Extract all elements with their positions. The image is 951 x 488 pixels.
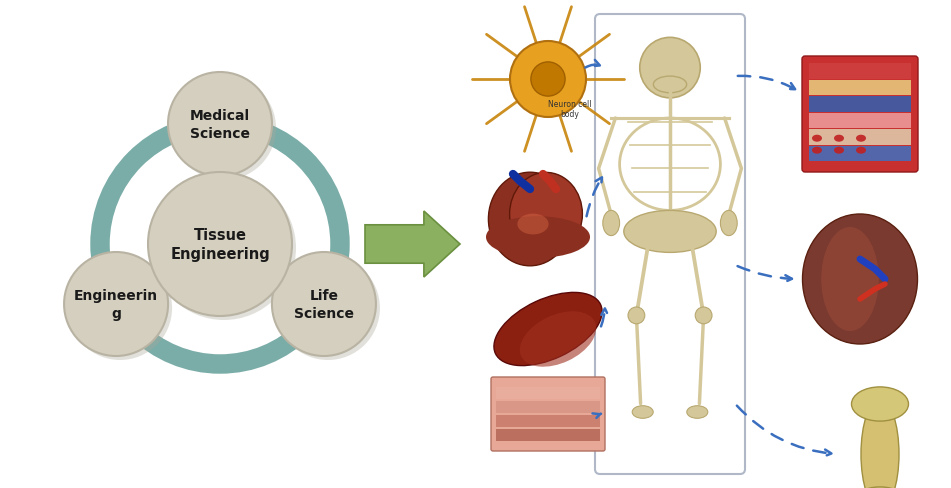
Ellipse shape [632,406,653,418]
Ellipse shape [803,215,918,345]
Ellipse shape [834,147,844,154]
FancyBboxPatch shape [496,429,600,441]
Ellipse shape [861,399,899,488]
Ellipse shape [520,312,596,367]
Circle shape [152,177,296,320]
FancyBboxPatch shape [802,57,918,173]
Text: Life
Science: Life Science [294,289,354,320]
Ellipse shape [851,487,908,488]
Ellipse shape [628,307,645,324]
Polygon shape [365,212,460,278]
FancyBboxPatch shape [809,64,911,80]
Ellipse shape [721,211,737,236]
Ellipse shape [494,293,602,366]
Text: Medical
Science: Medical Science [190,109,250,141]
Circle shape [168,73,272,177]
Ellipse shape [812,147,822,154]
Ellipse shape [834,136,844,142]
Text: Tissue
Engineering: Tissue Engineering [170,228,270,261]
Circle shape [148,173,292,316]
FancyBboxPatch shape [496,401,600,413]
Circle shape [64,252,168,356]
FancyBboxPatch shape [595,15,745,474]
Circle shape [640,38,700,99]
Ellipse shape [695,307,712,324]
Circle shape [172,77,276,181]
Ellipse shape [603,211,620,236]
Ellipse shape [624,211,716,253]
Circle shape [510,42,586,118]
Ellipse shape [653,77,687,94]
Circle shape [272,252,376,356]
FancyBboxPatch shape [496,387,600,399]
Ellipse shape [517,214,549,235]
Circle shape [276,257,379,360]
FancyBboxPatch shape [809,130,911,145]
Text: Engineerin
g: Engineerin g [74,289,158,320]
FancyBboxPatch shape [809,81,911,96]
FancyBboxPatch shape [496,415,600,427]
FancyBboxPatch shape [809,113,911,129]
Ellipse shape [851,387,908,421]
FancyBboxPatch shape [491,377,605,451]
Ellipse shape [856,136,866,142]
FancyBboxPatch shape [809,146,911,162]
Ellipse shape [489,173,572,266]
FancyBboxPatch shape [809,97,911,112]
Ellipse shape [486,217,590,258]
Ellipse shape [687,406,708,418]
Circle shape [68,257,172,360]
Text: Neuron cell
body: Neuron cell body [548,100,592,119]
Ellipse shape [812,136,822,142]
Ellipse shape [510,173,582,256]
Circle shape [531,63,565,97]
Ellipse shape [822,227,879,331]
Ellipse shape [856,147,866,154]
